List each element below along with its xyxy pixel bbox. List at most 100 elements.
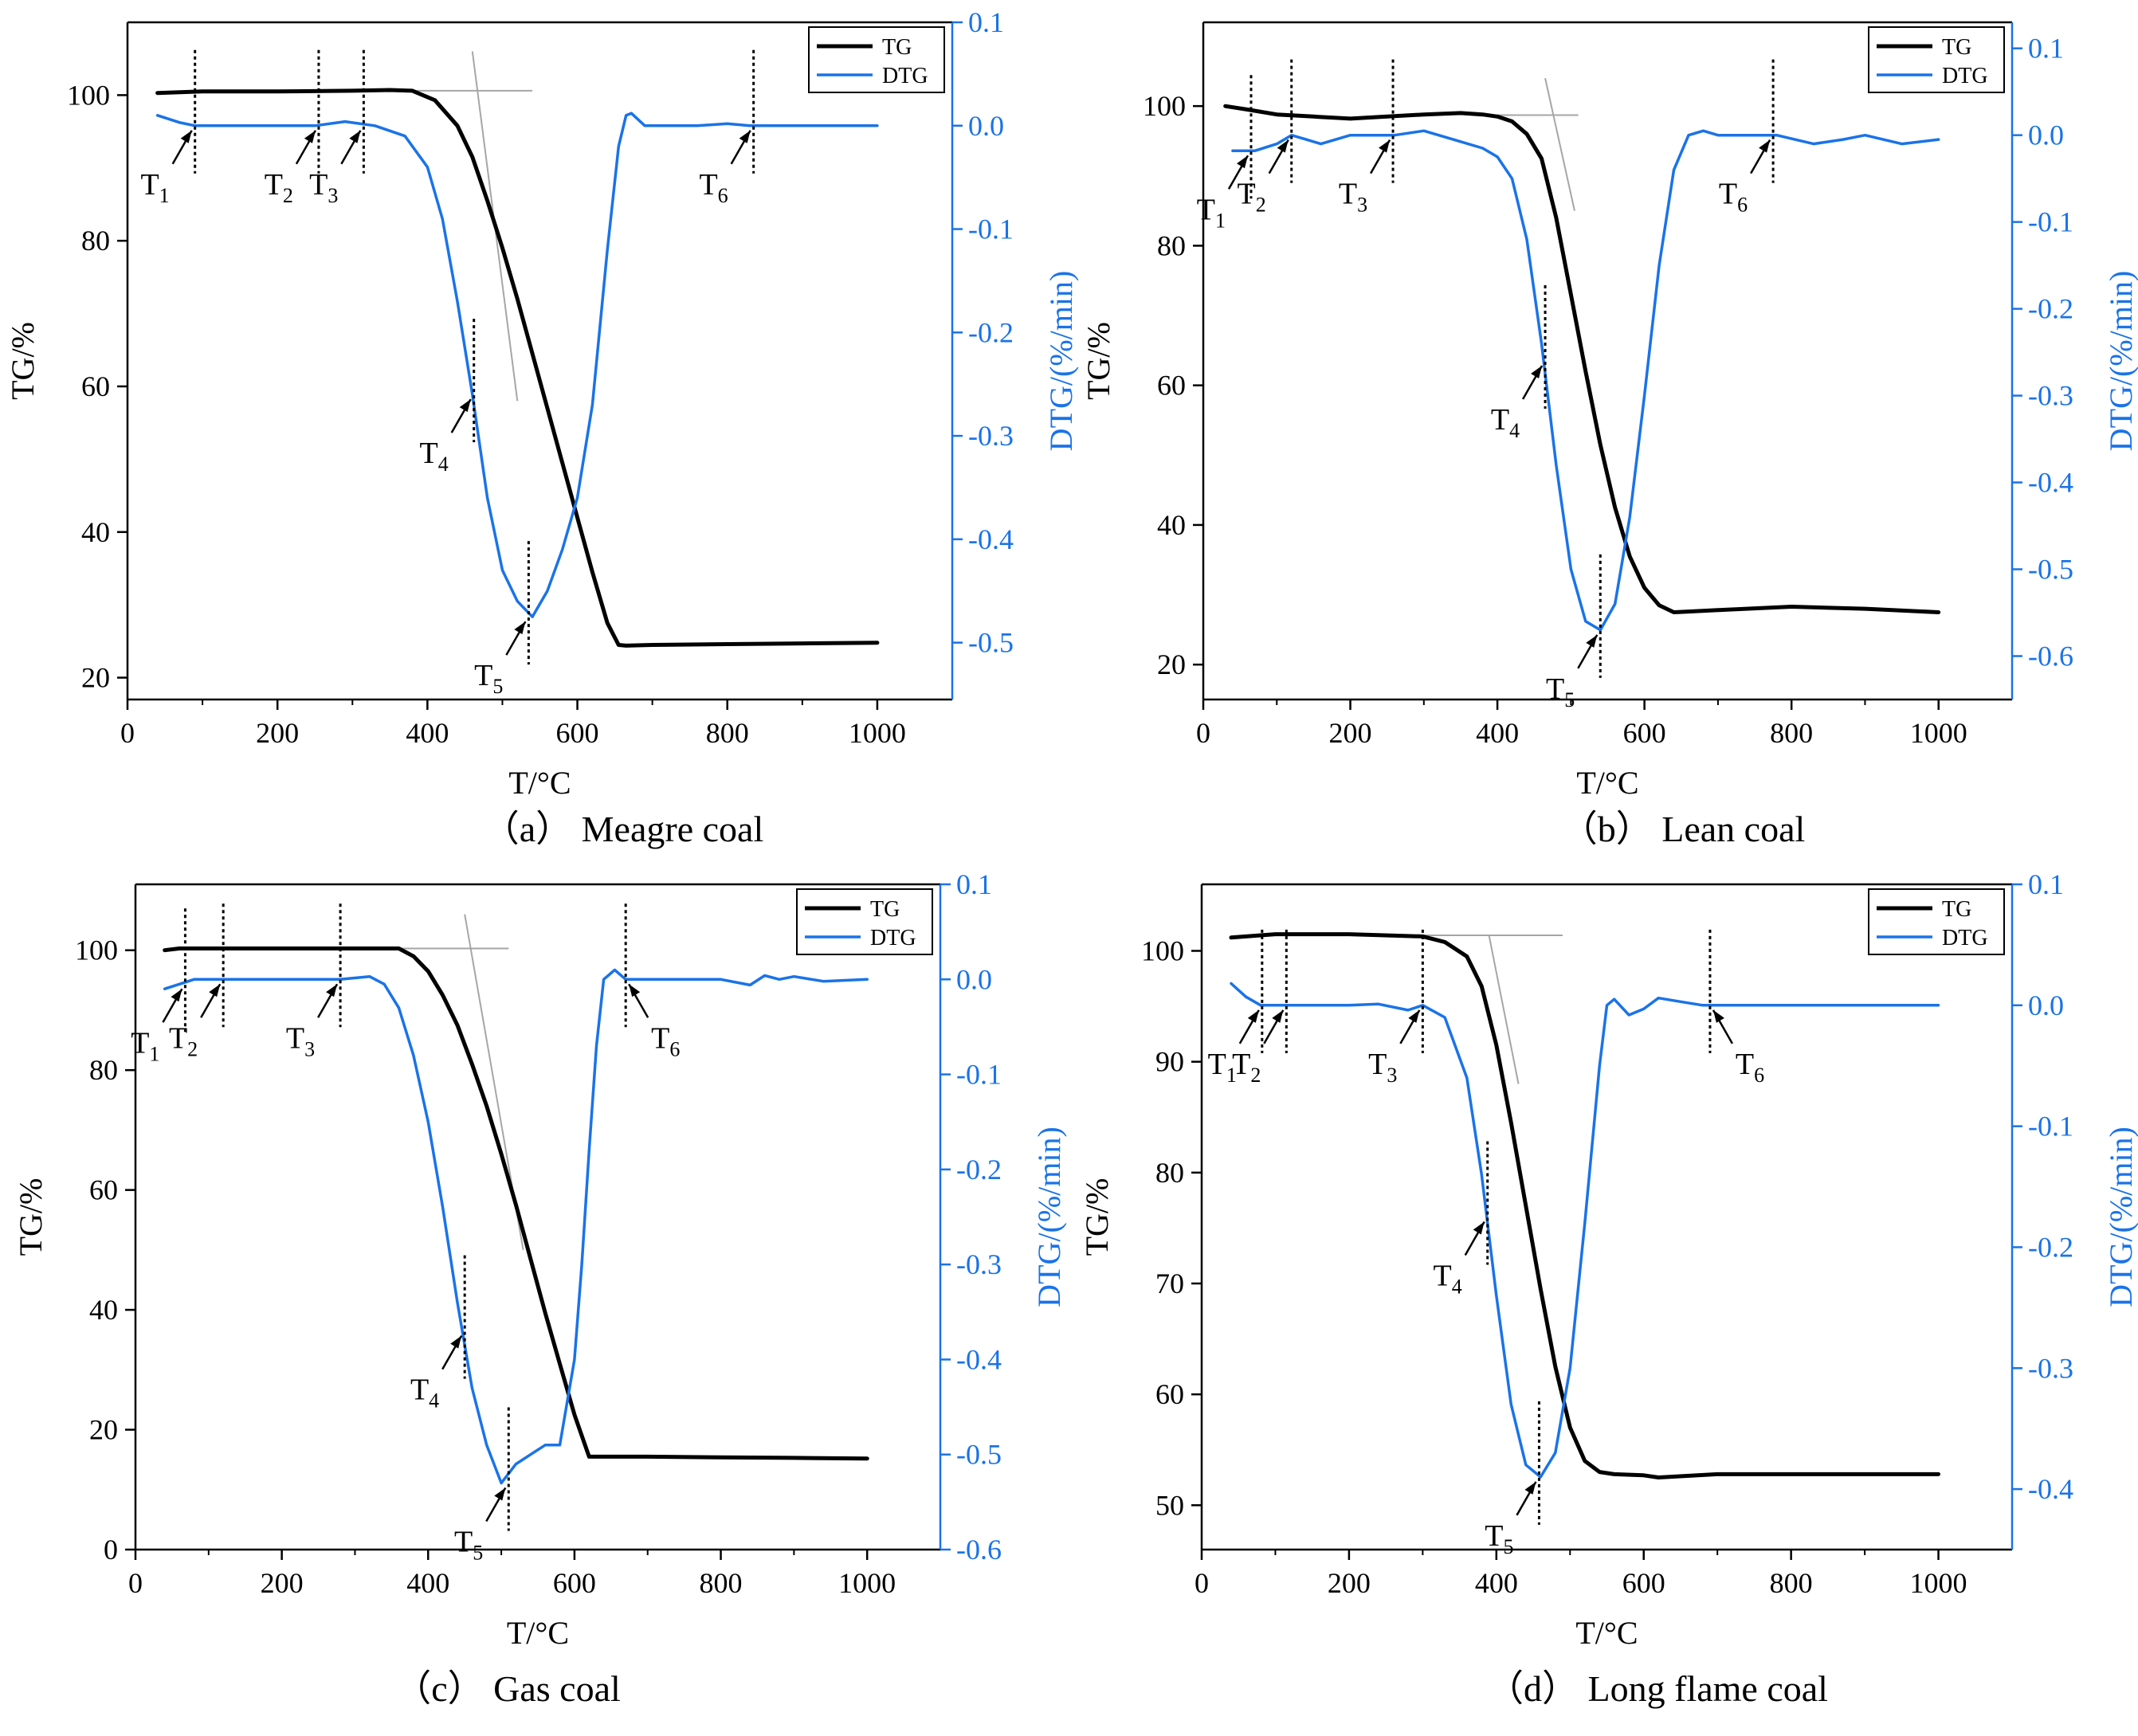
x-tick-label: 400 xyxy=(406,717,449,749)
marker-label: T5 xyxy=(474,659,503,698)
x-tick-label: 400 xyxy=(406,1567,449,1599)
y-axis-title: TG/% xyxy=(5,322,41,400)
marker-arrow-head xyxy=(514,621,526,635)
y-tick-label: 100 xyxy=(75,935,118,966)
legend-tg-label: TG xyxy=(1942,897,1971,922)
legend-dtg-label: DTG xyxy=(882,64,928,88)
y2-tick-label: -0.5 xyxy=(2028,554,2073,586)
marker-arrow-head xyxy=(1586,634,1598,648)
tg-series-line xyxy=(1229,932,1940,1479)
marker-arrow-head xyxy=(349,130,361,143)
marker-arrow-head xyxy=(1379,139,1391,153)
tg-series-line xyxy=(163,946,869,1461)
y-tick-label: 80 xyxy=(81,225,110,257)
marker-label: T3 xyxy=(1368,1048,1397,1087)
x-axis-title: T/°C xyxy=(1575,1615,1638,1651)
x-tick-label: 200 xyxy=(256,717,299,749)
plot-c: 0 200 400 600 800 1000 0 20 40 60 80 100 0.1 0.0 -0.1 -… xyxy=(13,868,1067,1651)
panel-d: 0 200 400 600 800 1000 50 60 70 80 90 100 0.1 0.0 -0.1… xyxy=(1079,868,2138,1709)
y2-tick-label: -0.6 xyxy=(2028,641,2073,672)
y-axis-title: TG/% xyxy=(13,1178,49,1256)
marker-label: T6 xyxy=(1736,1048,1764,1087)
marker-arrow-head xyxy=(1759,139,1771,153)
y2-tick-label: -0.3 xyxy=(968,420,1014,452)
y2-tick-label: 0.1 xyxy=(968,6,1004,38)
y2-tick-label: 0.1 xyxy=(956,868,992,900)
caption-b: （b） Lean coal xyxy=(1561,809,1806,849)
y-axis-title: TG/% xyxy=(1081,322,1116,400)
y2-tick-label: -0.6 xyxy=(956,1534,1002,1566)
panel-c: 0 200 400 600 800 1000 0 20 40 60 80 100 0.1 0.0 -0.1 -… xyxy=(13,868,1067,1709)
x-tick-label: 1000 xyxy=(1910,717,1967,749)
legend-box xyxy=(1868,888,2005,955)
x-tick-label: 0 xyxy=(1195,1567,1209,1599)
y-tick-label: 80 xyxy=(1155,1157,1184,1189)
y2-axis-title: DTG/(%/min) xyxy=(1031,1127,1067,1307)
marker-label: T2 xyxy=(265,168,293,207)
marker-label: T4 xyxy=(1434,1260,1462,1299)
x-axis-title: T/°C xyxy=(508,765,571,801)
y-tick-label: 40 xyxy=(81,516,110,548)
y2-tick-label: -0.3 xyxy=(2028,1352,2073,1384)
x-tick-label: 0 xyxy=(1196,717,1210,749)
x-tick-label: 800 xyxy=(1770,1567,1813,1599)
dtg-series-line xyxy=(163,968,869,1485)
y2-tick-label: -0.2 xyxy=(2028,293,2073,325)
marker-label: T2 xyxy=(169,1021,198,1060)
y-tick-label: 80 xyxy=(1157,229,1186,261)
dtg-series-line xyxy=(1230,982,1940,1479)
marker-arrow-head xyxy=(629,984,641,997)
x-tick-label: 200 xyxy=(1328,1567,1371,1599)
y2-tick-label: -0.4 xyxy=(2028,1473,2073,1505)
marker-label: T1 xyxy=(1208,1048,1237,1087)
legend-dtg-label: DTG xyxy=(1942,926,1988,950)
tg-series-line xyxy=(155,88,880,648)
legend-tg-label: TG xyxy=(882,35,912,60)
y2-tick-label: -0.4 xyxy=(2028,467,2073,499)
marker-label: T6 xyxy=(1719,178,1748,217)
x-tick-label: 600 xyxy=(1623,717,1666,749)
plot-a: 0 200 400 600 800 1000 20 40 60 80 100 0.1 0.0 -0.1 -0… xyxy=(5,6,1079,801)
y-tick-label: 40 xyxy=(89,1294,118,1326)
y2-axis-title: DTG/(%/min) xyxy=(2103,1127,2138,1307)
y-tick-label: 20 xyxy=(1157,649,1186,680)
x-tick-label: 400 xyxy=(1475,1567,1518,1599)
legend-dtg-label: DTG xyxy=(870,926,916,950)
legend-box xyxy=(808,26,945,93)
panel-a: 0 200 400 600 800 1000 20 40 60 80 100 0.1 0.0 -0.1 -0… xyxy=(5,6,1079,849)
marker-label: T4 xyxy=(419,437,448,476)
marker-label: T4 xyxy=(1491,403,1520,442)
tangent-steep xyxy=(1488,935,1520,1084)
y-tick-label: 100 xyxy=(1143,90,1186,122)
x-tick-label: 200 xyxy=(1329,717,1372,749)
y2-tick-label: -0.3 xyxy=(2028,380,2073,412)
y-tick-label: 80 xyxy=(89,1054,118,1086)
marker-label: T3 xyxy=(309,168,338,207)
y2-tick-label: -0.2 xyxy=(2028,1231,2073,1263)
x-tick-label: 1000 xyxy=(849,717,906,749)
legend-tg-label: TG xyxy=(1942,35,1971,60)
plot-d: 0 200 400 600 800 1000 50 60 70 80 90 100 0.1 0.0 -0.1… xyxy=(1079,868,2138,1651)
marker-arrow-head xyxy=(1272,1009,1284,1023)
marker-arrow-head xyxy=(180,130,192,143)
x-tick-label: 400 xyxy=(1476,717,1519,749)
tg-series-line xyxy=(1223,104,1941,614)
marker-label: T2 xyxy=(1232,1048,1261,1087)
y2-tick-label: 0.1 xyxy=(2028,868,2064,900)
y2-tick-label: -0.3 xyxy=(956,1248,1002,1280)
dtg-series-line xyxy=(1231,129,1940,632)
marker-label: T6 xyxy=(651,1021,680,1060)
x-tick-label: 600 xyxy=(1622,1567,1665,1599)
marker-arrow-head xyxy=(450,1335,462,1349)
y-tick-label: 60 xyxy=(81,370,110,402)
y-tick-label: 100 xyxy=(67,79,110,111)
marker-label: T4 xyxy=(410,1374,439,1413)
marker-label: T1 xyxy=(140,168,169,207)
legend-tg-label: TG xyxy=(870,897,900,922)
marker-label: T5 xyxy=(1485,1519,1513,1558)
x-tick-label: 1000 xyxy=(838,1567,896,1599)
y2-tick-label: -0.1 xyxy=(956,1059,1002,1091)
y-tick-label: 60 xyxy=(1155,1378,1184,1410)
x-tick-label: 0 xyxy=(128,1567,143,1599)
